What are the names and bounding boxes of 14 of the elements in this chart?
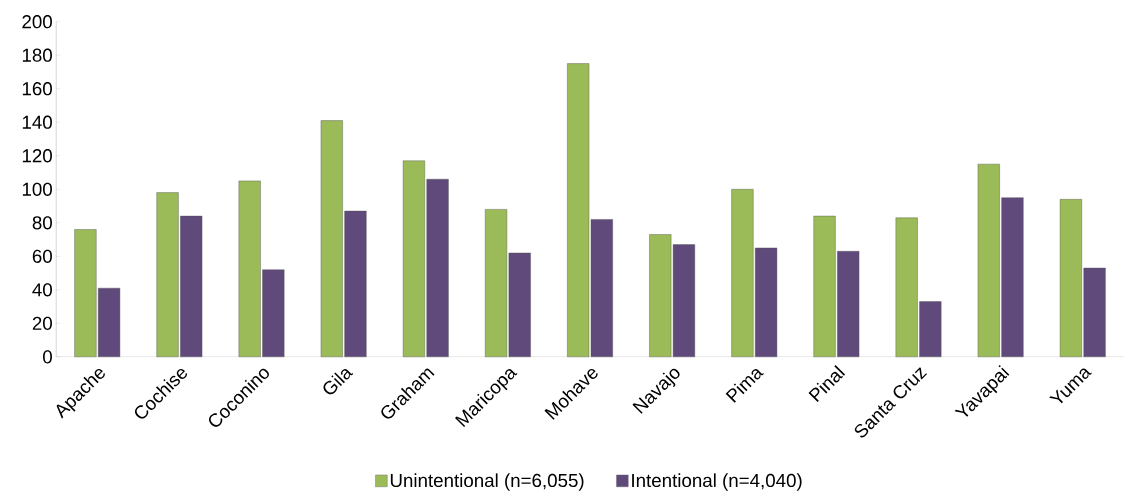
y-tick-label: 100 — [22, 182, 52, 197]
y-tick-label: 0 — [43, 350, 52, 364]
y-tick-label: 180 — [22, 48, 52, 62]
legend-label: Unintentional (n=6,055) — [390, 473, 584, 491]
y-tick-label: 120 — [22, 149, 52, 163]
y-tick-label: 160 — [22, 82, 52, 96]
y-tick-label: 40 — [32, 283, 52, 297]
y-tick-label: 140 — [22, 115, 52, 129]
y-tick-label: 200 — [22, 15, 52, 29]
legend-label: Intentional (n=4,040) — [632, 473, 802, 491]
x-tick-label: Gila — [323, 369, 354, 395]
y-tick-label: 80 — [32, 216, 52, 230]
y-tick-label: 20 — [32, 316, 52, 331]
y-tick-label: 60 — [32, 249, 52, 264]
